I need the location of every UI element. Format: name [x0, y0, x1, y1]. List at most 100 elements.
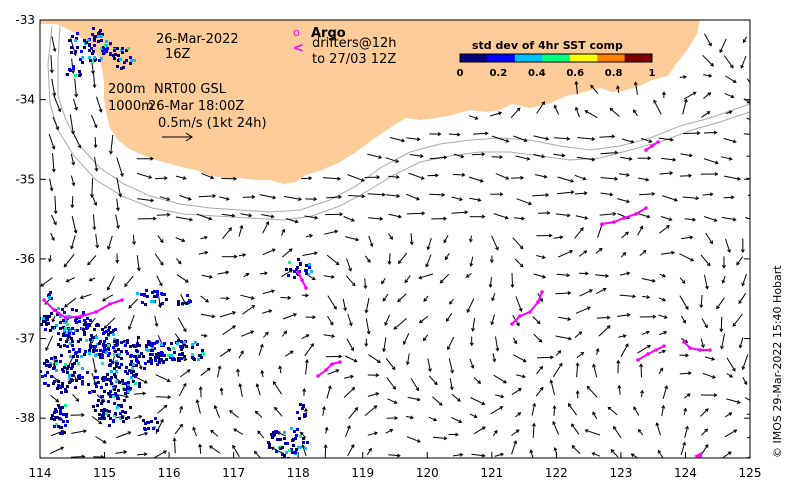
- current-arrow-head: [626, 199, 631, 204]
- current-arrow-head: [40, 283, 45, 287]
- current-arrow: [732, 313, 743, 327]
- current-arrow-head: [334, 229, 339, 234]
- sst-pixel: [88, 49, 91, 52]
- drifter-fix: [634, 212, 638, 216]
- sst-pixel: [57, 425, 60, 428]
- current-arrow-head: [288, 248, 293, 252]
- current-arrow: [196, 399, 201, 414]
- sst-pixel: [61, 406, 64, 409]
- current-arrow: [345, 425, 351, 438]
- sst-pixel: [48, 296, 51, 299]
- sst-pixel: [45, 315, 48, 318]
- current-arrow: [242, 196, 255, 198]
- current-arrow-head: [586, 306, 591, 311]
- current-arrow: [107, 275, 115, 291]
- drifter-fix: [654, 348, 658, 352]
- credit-label: © IMOS 29-Mar-2022 15:40 Hobart: [771, 265, 784, 458]
- current-arrow: [261, 214, 274, 218]
- current-arrow: [174, 424, 183, 435]
- current-arrow-head: [755, 179, 758, 182]
- sst-pixel: [306, 441, 309, 444]
- current-arrow-head: [103, 325, 108, 329]
- sst-pixel: [101, 400, 104, 403]
- current-arrow-head: [428, 368, 432, 373]
- current-arrow: [304, 343, 314, 357]
- colorbar-segment: [542, 54, 571, 62]
- current-arrow: [398, 252, 408, 264]
- sst-pixel: [120, 49, 123, 52]
- current-arrow-head: [98, 420, 103, 425]
- current-arrow: [451, 393, 461, 402]
- current-arrow: [452, 454, 463, 457]
- sst-pixel: [51, 414, 54, 417]
- current-arrow: [660, 216, 672, 221]
- current-arrow-head: [398, 214, 402, 219]
- sst-pixel: [53, 380, 56, 383]
- current-arrow-head: [696, 131, 701, 136]
- current-arrow: [258, 344, 263, 356]
- current-arrow: [511, 440, 517, 455]
- current-arrow: [70, 175, 75, 186]
- current-arrow-head: [75, 398, 80, 402]
- current-arrow-head: [159, 261, 164, 266]
- current-arrow: [746, 177, 750, 180]
- current-arrow-head: [381, 192, 386, 197]
- sst-pixel: [154, 358, 157, 361]
- current-arrow: [285, 350, 294, 357]
- current-arrow: [703, 92, 711, 99]
- current-arrow: [471, 153, 485, 156]
- current-arrow: [407, 396, 420, 401]
- sst-pixel: [116, 343, 119, 346]
- current-arrow-head: [339, 212, 344, 217]
- current-arrow-head: [94, 167, 99, 172]
- current-arrow-head: [727, 451, 732, 456]
- current-arrow: [576, 156, 595, 161]
- sst-pixel: [49, 364, 52, 367]
- sst-pixel: [75, 37, 78, 40]
- current-arrow: [679, 175, 692, 177]
- current-arrow: [642, 295, 650, 298]
- sst-pixel: [79, 338, 82, 341]
- sst-pixel: [292, 438, 295, 441]
- current-arrow: [95, 436, 107, 444]
- current-arrow-head: [329, 321, 334, 326]
- current-arrow: [490, 112, 502, 117]
- current-arrow-head: [688, 173, 693, 178]
- sst-pixel: [120, 350, 123, 353]
- current-arrow-head: [225, 296, 230, 301]
- sst-pixel: [68, 381, 71, 384]
- sst-pixel: [57, 343, 60, 346]
- current-arrow-head: [669, 137, 674, 142]
- current-arrow-head: [633, 81, 638, 86]
- lat-tick-label: -34: [15, 93, 35, 107]
- current-arrow: [219, 348, 231, 357]
- current-arrow-head: [51, 145, 56, 150]
- current-arrow-head: [499, 155, 504, 160]
- current-arrow-head: [663, 330, 668, 335]
- sst-pixel: [125, 49, 128, 52]
- current-arrow-head: [125, 394, 130, 399]
- sst-pixel: [72, 332, 75, 335]
- sst-pixel: [83, 331, 86, 334]
- current-arrow: [388, 454, 400, 457]
- sst-pixel: [125, 366, 128, 369]
- sst-pixel: [71, 35, 74, 38]
- current-arrow-head: [138, 365, 143, 370]
- current-arrow: [575, 192, 587, 195]
- current-arrow-head: [481, 214, 486, 219]
- sst-pixel: [146, 295, 149, 298]
- sst-pixel: [177, 303, 180, 306]
- current-arrow: [233, 428, 244, 435]
- sst-pixel: [308, 263, 311, 266]
- sst-pixel: [112, 420, 115, 423]
- sst-pixel: [140, 352, 143, 355]
- sst-pixel: [81, 61, 84, 64]
- current-arrow: [257, 430, 265, 439]
- current-arrow: [619, 294, 636, 297]
- current-arrow: [80, 293, 92, 299]
- drifter-marker: <: [293, 41, 304, 56]
- sst-pixel: [74, 319, 77, 322]
- current-arrow: [281, 330, 287, 337]
- current-arrow-head: [166, 197, 171, 201]
- sst-pixel: [147, 349, 150, 352]
